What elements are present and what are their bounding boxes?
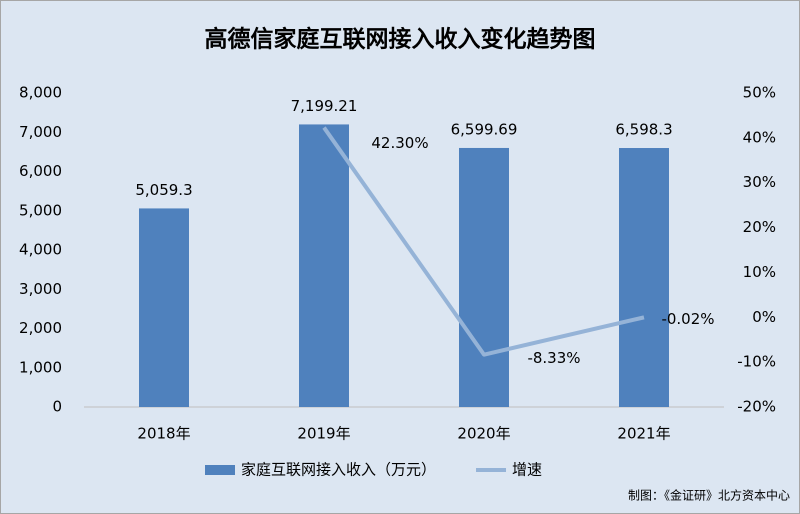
line xyxy=(322,126,645,357)
bar-value-label: 7,199.21 xyxy=(291,97,358,115)
bar xyxy=(139,208,189,407)
bar xyxy=(459,147,509,408)
line-value-label: 42.30% xyxy=(371,134,428,152)
bar xyxy=(299,124,349,408)
bar-value-label: 6,598.3 xyxy=(615,121,672,139)
y2-tick-label: 20% xyxy=(743,218,776,236)
bar-value-label: 5,059.3 xyxy=(135,181,192,199)
y-tick-label: 6,000 xyxy=(19,162,62,180)
x-tick-label: 2019年 xyxy=(297,425,350,443)
y-tick-label: 5,000 xyxy=(19,201,62,219)
legend-label: 增速 xyxy=(512,461,542,479)
y-tick-label: 4,000 xyxy=(19,241,62,259)
x-tick-label: 2020年 xyxy=(457,425,510,443)
y2-tick-label: 10% xyxy=(743,263,776,281)
y-tick-label: 2,000 xyxy=(19,319,62,337)
y-tick-label: 3,000 xyxy=(19,280,62,298)
x-tick-label: 2018年 xyxy=(137,425,190,443)
legend-label: 家庭互联网接入收入（万元） xyxy=(241,461,436,479)
line-value-label: -0.02% xyxy=(661,310,714,328)
y2-tick-label: 40% xyxy=(743,128,776,146)
y2-tick-label: -10% xyxy=(737,353,776,371)
y2-tick-label: 0% xyxy=(752,308,776,326)
y-tick-label: 7,000 xyxy=(19,123,62,141)
source-note: 制图：《金证研》北方资本中心 xyxy=(628,488,790,503)
y-tick-label: 1,000 xyxy=(19,358,62,376)
y2-tick-label: -20% xyxy=(737,398,776,416)
bar xyxy=(619,148,669,407)
chart-title: 高德信家庭互联网接入收入变化趋势图 xyxy=(205,26,596,53)
y2-tick-label: 30% xyxy=(743,173,776,191)
y-tick-label: 8,000 xyxy=(19,84,62,102)
bar-value-label: 6,599.69 xyxy=(451,120,518,138)
y2-tick-label: 50% xyxy=(743,84,776,102)
line-value-label: -8.33% xyxy=(527,349,580,367)
y-tick-label: 0 xyxy=(52,398,62,416)
x-tick-label: 2021年 xyxy=(617,425,670,443)
legend-swatch xyxy=(205,465,235,475)
